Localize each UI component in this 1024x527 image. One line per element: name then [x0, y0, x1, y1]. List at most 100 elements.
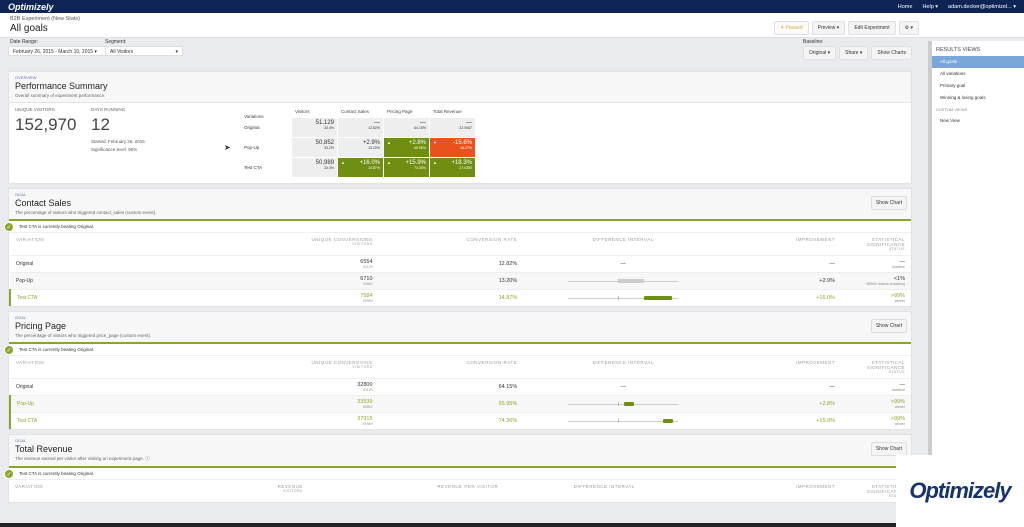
col-rate: Conversion Rate	[466, 237, 518, 242]
results-table: Variation Unique Conversions Visitors Conve…	[9, 233, 911, 306]
col-variation: Variation	[16, 237, 45, 242]
show-charts-button[interactable]: Show Charts	[871, 46, 912, 60]
days-running-label: Days Running	[91, 107, 126, 112]
visitors-cell: 50,989 33.3%	[292, 158, 337, 177]
card-desc: Overall summary of experiment performanc…	[15, 93, 106, 98]
top-navbar: Optimizely Home Help ▾ adam.decker@optim…	[0, 0, 1024, 13]
arrow-down-icon: ▼	[433, 140, 437, 145]
significance-level: Significance level: 90%	[91, 147, 138, 152]
overline: Overview	[15, 75, 37, 80]
variation-name: Original	[244, 125, 260, 130]
col-interval: Difference Interval	[592, 360, 654, 365]
total-revenue-cell[interactable]: ▲ +18.3% 27.0380	[430, 158, 475, 177]
table-row: Original 6554 51129 12.82% — — — baseline	[10, 255, 911, 273]
nav-home[interactable]: Home	[897, 3, 913, 10]
segment-label: Segment:	[105, 39, 127, 45]
page-title: All goals	[10, 23, 48, 34]
preview-button[interactable]: Preview ▾	[811, 21, 846, 35]
card-desc: The percentage of visitors who triggered…	[15, 210, 157, 215]
col-improvement: Improvement	[795, 484, 835, 489]
total-revenue-cell[interactable]: —22.0067	[430, 118, 475, 137]
difference-interval	[523, 272, 724, 290]
variation-name: Test CTA	[244, 165, 263, 170]
contact-sales-cell[interactable]: ▲ +16.0% 14.87%	[338, 158, 383, 177]
show-chart-button[interactable]: Show Chart	[870, 196, 907, 210]
pricing-page-cell[interactable]: ▲ +15.9% 74.36%	[384, 158, 429, 177]
results-table: Variation Unique Conversions Visitors Conve…	[9, 356, 911, 429]
contact-sales-cell[interactable]: +2.9% 13.20%	[338, 138, 383, 157]
results-main: Overview Performance Summary Overall sum…	[4, 71, 912, 507]
filter-bar: Date Range: February 26, 2015 - March 10…	[0, 38, 1024, 60]
custom-views-heading: CUSTOM VIEWS	[936, 107, 968, 112]
col-improvement: Improvement	[795, 360, 835, 365]
col-variations: Variations	[244, 114, 264, 119]
summary-grid: Variations Visitors Contact Sales Pricin…	[241, 107, 476, 179]
col-conversions: Unique Conversions Visitors	[311, 237, 373, 246]
date-range-label: Date Range:	[10, 39, 39, 45]
table-row: Pop-Up 6710 50852 13.20% +2.9% <1% ~89600 visi…	[10, 272, 911, 290]
nav-account[interactable]: adam.decker@optimizel... ▾	[948, 3, 1016, 10]
show-chart-button[interactable]: Show Chart	[870, 319, 907, 333]
variation-name: Pop-Up	[244, 145, 260, 150]
card-title: Pricing Page	[15, 321, 67, 331]
col-interval: Difference Interval	[573, 484, 635, 489]
visitors-cell: 50,852 33.2%	[292, 138, 337, 157]
col-revenue-per-visitor: Revenue per Visitor	[437, 484, 499, 489]
nav-help[interactable]: Help ▾	[922, 3, 939, 10]
table-row: Original 32800 51129 64.15% — — — baseline	[10, 378, 911, 396]
difference-interval	[523, 289, 724, 306]
col-rate: Conversion Rate	[466, 360, 518, 365]
col-significance: Statistical SignificanceStatus	[866, 360, 905, 374]
pricing-page-cell[interactable]: ▲ +2.8% 65.95%	[384, 138, 429, 157]
total-revenue-cell[interactable]: ▼ -15.6% 18.27%	[430, 138, 475, 157]
card-title: Total Revenue	[15, 444, 73, 454]
summary-row-popup: Pop-Up 50,852 33.2% +2.9% 13.20% ▲ +2.8% 65.…	[241, 138, 476, 157]
col-visitors: Visitors	[295, 109, 310, 114]
edit-experiment-button[interactable]: Edit Experiment	[848, 21, 896, 35]
sidebar-item-all-goals[interactable]: All goals	[932, 56, 1024, 68]
difference-interval	[523, 412, 724, 429]
col-pricing-page: Pricing Page	[387, 109, 413, 114]
segment-select[interactable]: All Visitors ▾	[105, 46, 183, 56]
overline: Goal	[15, 315, 27, 320]
overline: Goal	[15, 438, 27, 443]
paused-button[interactable]: ✦ Paused	[774, 21, 809, 35]
col-contact-sales: Contact Sales	[341, 109, 370, 114]
days-running-value: 12	[91, 115, 110, 134]
results-views-sidebar: RESULTS VIEWS All goals All variations P…	[928, 41, 1024, 527]
arrow-up-icon: ▲	[387, 160, 391, 165]
overline: Goal	[15, 192, 27, 197]
contact-sales-cell[interactable]: —12.82%	[338, 118, 383, 137]
started-date: Started: February 26, 2015	[91, 139, 145, 144]
check-icon: ✓	[4, 469, 14, 479]
winner-message: Test CTA is currently beating Original.	[19, 471, 94, 476]
arrow-up-icon: ▲	[433, 160, 437, 165]
optimizely-logo[interactable]: Optimizely	[8, 1, 54, 12]
sidebar-item-winning-losing[interactable]: Winning & losing goals	[940, 95, 986, 100]
sidebar-item-new-view[interactable]: New View	[940, 118, 960, 123]
baseline-select[interactable]: Original ▾	[802, 46, 837, 60]
check-icon: ✓	[4, 222, 14, 232]
share-button[interactable]: Share ▾	[839, 46, 869, 60]
col-conversions: Unique Conversions Visitors	[311, 360, 373, 369]
table-row: Pop-Up 33539 50852 65.95% +2.8% >99% winner	[9, 395, 911, 413]
col-significance: Statistical SignificanceStatus	[866, 237, 905, 251]
bottom-edge	[0, 523, 896, 527]
difference-interval	[523, 395, 724, 413]
date-range-select[interactable]: February 26, 2015 - March 10, 2015 ▾	[8, 46, 116, 56]
sidebar-item-all-variations[interactable]: All variations	[940, 71, 966, 76]
gear-icon[interactable]: ⚙ ▾	[898, 21, 919, 35]
table-row: Test CTA 37915 50989 74.36% +15.9% >99% winner	[9, 412, 911, 429]
show-chart-button[interactable]: Show Chart	[870, 442, 907, 456]
pricing-page-cell[interactable]: —64.15%	[384, 118, 429, 137]
card-title: Contact Sales	[15, 198, 72, 208]
card-desc: The percentage of visitors who triggered…	[15, 333, 152, 338]
chevron-down-icon: ▾	[175, 49, 178, 55]
page-header: B2B Experiment (New Stats) All goals ✦ P…	[0, 13, 1024, 38]
mouse-cursor-icon: ➤	[224, 143, 231, 152]
sidebar-item-primary-goal[interactable]: Primary goal	[940, 83, 966, 88]
col-interval: Difference Interval	[592, 237, 654, 242]
goal-card-contact-sales: Goal Contact Sales The percentage of vis…	[4, 188, 912, 307]
col-revenue: Revenue Visitors	[277, 484, 303, 493]
unique-visitors-value: 152,970	[15, 115, 77, 134]
